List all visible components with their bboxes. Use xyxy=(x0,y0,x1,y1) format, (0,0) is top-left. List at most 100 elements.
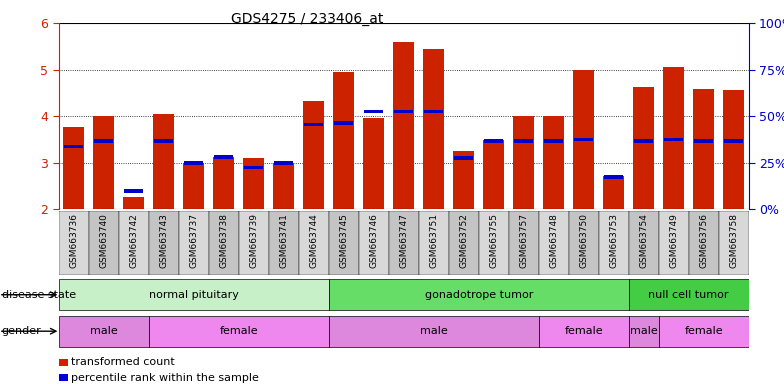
Bar xyxy=(453,151,474,209)
Text: normal pituitary: normal pituitary xyxy=(149,290,238,300)
Bar xyxy=(543,116,564,209)
Text: female: female xyxy=(684,326,723,336)
Bar xyxy=(573,70,594,209)
Bar xyxy=(389,211,419,275)
Bar xyxy=(633,87,654,209)
Bar xyxy=(149,316,328,346)
Text: male: male xyxy=(630,326,658,336)
Bar xyxy=(603,176,624,209)
Bar xyxy=(693,89,714,209)
Bar xyxy=(424,110,443,113)
Bar xyxy=(423,49,445,209)
Bar xyxy=(334,121,354,124)
Bar xyxy=(688,211,719,275)
Bar xyxy=(514,116,534,209)
Bar xyxy=(328,280,629,310)
Bar xyxy=(448,211,479,275)
Text: percentile rank within the sample: percentile rank within the sample xyxy=(71,373,260,383)
Bar xyxy=(723,89,744,209)
Bar xyxy=(59,316,149,346)
Bar xyxy=(634,139,653,143)
Bar xyxy=(419,211,448,275)
Bar xyxy=(479,211,509,275)
Bar xyxy=(659,316,749,346)
Text: GSM663747: GSM663747 xyxy=(399,213,408,268)
Text: GSM663752: GSM663752 xyxy=(459,213,468,268)
Text: null cell tumor: null cell tumor xyxy=(648,290,729,300)
Text: male: male xyxy=(90,326,118,336)
Bar xyxy=(179,211,209,275)
Bar xyxy=(59,211,89,275)
Bar xyxy=(245,166,263,169)
Bar xyxy=(154,139,173,143)
Bar xyxy=(629,211,659,275)
Bar xyxy=(184,161,203,165)
Text: GSM663753: GSM663753 xyxy=(609,213,619,268)
Bar xyxy=(183,164,205,209)
Bar xyxy=(695,139,713,143)
Text: GSM663744: GSM663744 xyxy=(309,213,318,268)
Text: GSM663746: GSM663746 xyxy=(369,213,378,268)
Text: transformed count: transformed count xyxy=(71,358,175,367)
Bar xyxy=(89,211,119,275)
Text: GSM663741: GSM663741 xyxy=(279,213,289,268)
Bar xyxy=(333,72,354,209)
Bar xyxy=(575,137,593,141)
Text: GSM663737: GSM663737 xyxy=(189,213,198,268)
Bar xyxy=(394,42,414,209)
Bar xyxy=(509,211,539,275)
Text: GSM663751: GSM663751 xyxy=(430,213,438,268)
Text: GSM663756: GSM663756 xyxy=(699,213,708,268)
Bar xyxy=(485,139,503,143)
Bar xyxy=(303,101,325,209)
Bar xyxy=(328,316,539,346)
Text: gonadotrope tumor: gonadotrope tumor xyxy=(425,290,533,300)
Bar xyxy=(123,197,144,209)
Bar xyxy=(604,175,623,179)
Bar xyxy=(724,139,743,143)
Text: GSM663750: GSM663750 xyxy=(579,213,588,268)
Text: GDS4275 / 233406_at: GDS4275 / 233406_at xyxy=(231,12,383,25)
Bar xyxy=(629,316,659,346)
Bar xyxy=(394,110,413,113)
Bar xyxy=(93,116,114,209)
Bar xyxy=(663,67,684,209)
Text: female: female xyxy=(564,326,603,336)
Bar xyxy=(213,157,234,209)
Bar xyxy=(454,156,474,160)
Bar xyxy=(154,114,174,209)
Bar xyxy=(599,211,629,275)
Bar xyxy=(719,211,749,275)
Bar xyxy=(304,122,323,126)
Bar xyxy=(274,163,294,209)
Bar xyxy=(243,157,264,209)
Bar xyxy=(274,161,293,165)
Bar xyxy=(568,211,599,275)
Text: male: male xyxy=(420,326,448,336)
Bar xyxy=(363,119,384,209)
Text: GSM663745: GSM663745 xyxy=(339,213,348,268)
Bar xyxy=(328,211,359,275)
Bar xyxy=(64,127,85,209)
Bar xyxy=(269,211,299,275)
Bar xyxy=(94,139,113,143)
Bar xyxy=(539,211,568,275)
Text: GSM663758: GSM663758 xyxy=(729,213,739,268)
Text: GSM663754: GSM663754 xyxy=(639,213,648,268)
Text: disease state: disease state xyxy=(2,290,76,300)
Bar xyxy=(214,155,233,159)
Text: GSM663755: GSM663755 xyxy=(489,213,499,268)
Bar xyxy=(59,280,328,310)
Bar xyxy=(119,211,149,275)
Bar xyxy=(64,144,83,148)
Text: GSM663740: GSM663740 xyxy=(100,213,108,268)
Bar xyxy=(359,211,389,275)
Text: GSM663743: GSM663743 xyxy=(159,213,169,268)
Bar xyxy=(539,316,629,346)
Text: GSM663748: GSM663748 xyxy=(550,213,558,268)
Text: GSM663757: GSM663757 xyxy=(519,213,528,268)
Bar xyxy=(125,189,143,192)
Bar xyxy=(544,139,563,143)
Text: female: female xyxy=(220,326,258,336)
Bar xyxy=(209,211,239,275)
